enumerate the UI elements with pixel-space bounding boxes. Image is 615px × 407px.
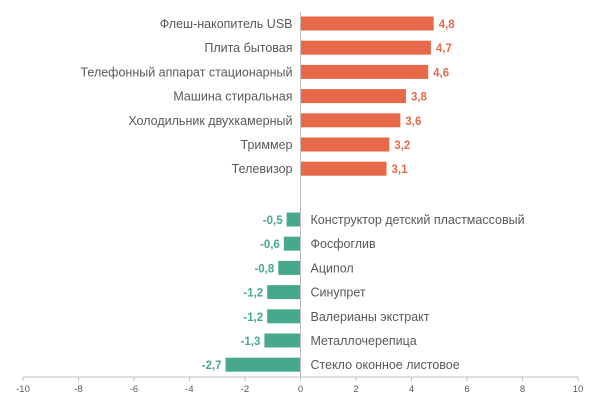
bar-positive-1 xyxy=(300,40,431,55)
x-tick-label-9: 8 xyxy=(520,384,525,395)
category-label-positive-1: Плита бытовая xyxy=(204,41,292,55)
x-tick-label-1: -8 xyxy=(74,384,82,395)
value-label-negative-1: -0,6 xyxy=(260,239,280,251)
x-axis: -10 -8 -6 -4 -2 0 2 4 6 8 10 xyxy=(16,12,583,395)
x-tick-label-4: -2 xyxy=(241,384,249,395)
value-label-positive-1: 4,7 xyxy=(436,43,452,55)
x-tick-label-3: -4 xyxy=(185,384,193,395)
category-label-negative-6: Стекло оконное листовое xyxy=(311,358,460,372)
category-label-negative-0: Конструктор детский пластмассовый xyxy=(311,213,525,227)
category-label-negative-2: Аципол xyxy=(311,261,354,275)
category-label-negative-4: Валерианы экстракт xyxy=(311,310,430,324)
bar-negative-6 xyxy=(225,357,301,372)
x-tick-label-7: 4 xyxy=(409,384,414,395)
value-label-negative-4: -1,2 xyxy=(243,312,263,324)
category-label-positive-4: Холодильник двухкамерный xyxy=(128,114,292,128)
category-label-positive-2: Телефонный аппарат стационарный xyxy=(80,65,292,79)
bar-positive-4 xyxy=(300,113,401,128)
category-label-positive-6: Телевизор xyxy=(232,162,293,176)
value-label-positive-6: 3,1 xyxy=(392,164,409,176)
bar-negative-5 xyxy=(264,333,301,348)
x-tick-label-10: 10 xyxy=(573,384,584,395)
bar-positive-2 xyxy=(300,64,429,79)
bar-positive-3 xyxy=(300,89,406,104)
bar-negative-1 xyxy=(283,236,301,251)
category-label-positive-0: Флеш-накопитель USB xyxy=(160,17,293,31)
x-tick-label-2: -6 xyxy=(130,384,138,395)
value-label-negative-0: -0,5 xyxy=(263,215,283,227)
category-label-negative-1: Фосфоглив xyxy=(311,237,377,251)
x-tick-label-0: -10 xyxy=(16,384,30,395)
bar-positive-5 xyxy=(300,137,390,152)
x-tick-label-8: 6 xyxy=(464,384,469,395)
bar-negative-4 xyxy=(267,309,301,324)
category-label-positive-5: Триммер xyxy=(241,138,293,152)
value-label-negative-3: -1,2 xyxy=(243,288,263,300)
x-tick-label-6: 2 xyxy=(353,384,358,395)
category-label-negative-3: Синупрет xyxy=(311,286,366,300)
bars-layer xyxy=(225,16,434,372)
bar-negative-2 xyxy=(278,260,301,275)
value-label-positive-0: 4,8 xyxy=(439,19,456,31)
category-label-negative-5: Металлочерепица xyxy=(311,334,417,348)
x-tick-label-5: 0 xyxy=(298,384,303,395)
value-label-negative-2: -0,8 xyxy=(254,263,274,275)
value-label-positive-3: 3,8 xyxy=(411,92,428,104)
category-label-positive-3: Машина стиральная xyxy=(173,90,292,104)
value-label-negative-6: -2,7 xyxy=(202,360,222,372)
labels-layer: Флеш-накопитель USB 4,8 Плита бытовая 4,7 Те… xyxy=(80,17,524,372)
bar-negative-0 xyxy=(286,212,301,227)
value-label-positive-4: 3,6 xyxy=(405,116,421,128)
value-label-negative-5: -1,3 xyxy=(241,336,261,348)
bar-negative-3 xyxy=(267,285,301,300)
bar-positive-0 xyxy=(300,16,434,31)
value-label-positive-2: 4,6 xyxy=(433,67,449,79)
value-label-positive-5: 3,2 xyxy=(394,140,410,152)
bar-positive-6 xyxy=(300,161,387,176)
